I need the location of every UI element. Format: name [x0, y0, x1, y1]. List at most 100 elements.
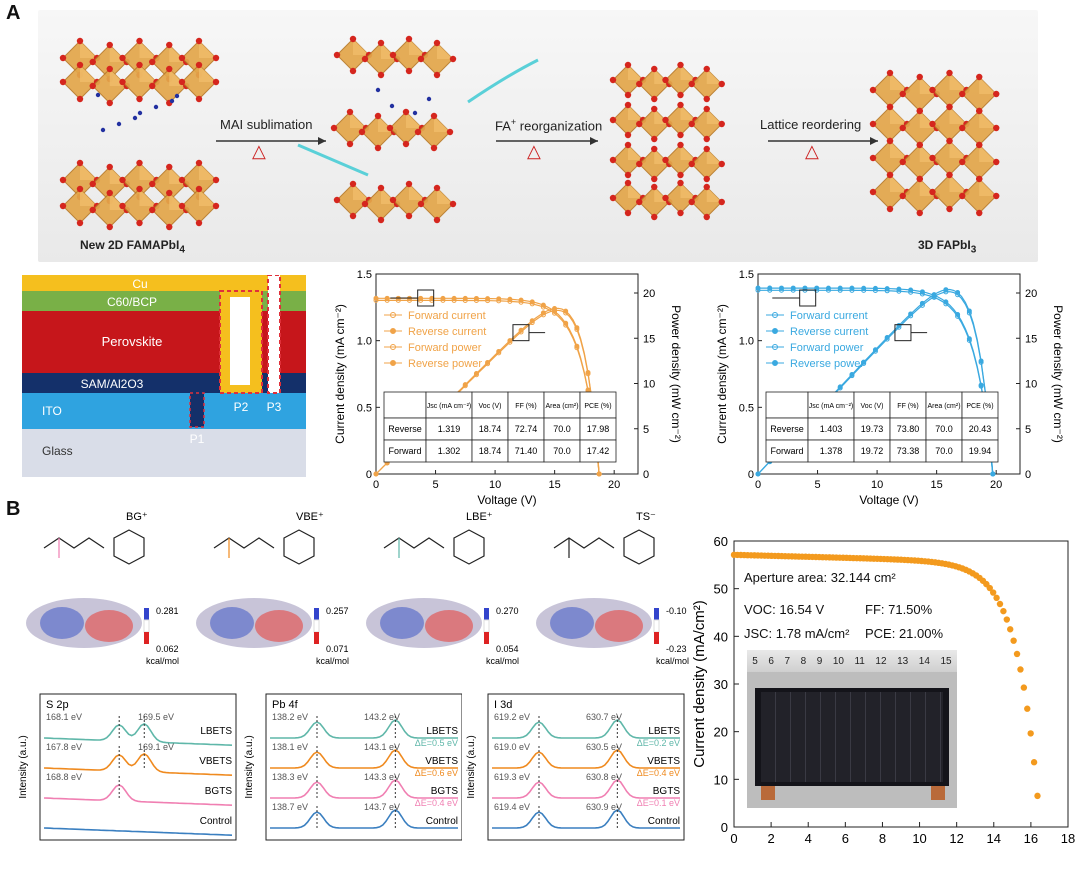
- table-cell-text: Forward: [388, 446, 421, 456]
- table-cell-text: Jsc (mA cm⁻²): [809, 403, 854, 410]
- peak-label: 143.1 eV: [364, 742, 400, 752]
- p3-outline: [267, 275, 281, 394]
- y-tick-label: 0: [721, 820, 728, 835]
- x-tick-label: 15: [549, 479, 561, 491]
- peak-label: 143.7 eV: [364, 802, 400, 812]
- y2-axis-label: Power density (mW cm⁻²): [669, 305, 683, 443]
- y2-tick-label: 0: [1025, 469, 1031, 481]
- octahedron-stage3: [636, 183, 673, 221]
- legend-marker: [772, 360, 778, 366]
- y2-axis-label: Power density (mW cm⁻²): [1051, 305, 1065, 443]
- x-tick-label: 10: [912, 831, 926, 846]
- octahedron-3d: [869, 171, 911, 213]
- octahedron-3d: [959, 175, 1000, 217]
- module-voc: VOC: 16.54 V: [744, 602, 825, 617]
- molecule-structure: [43, 529, 145, 565]
- module-jv-point: [1003, 616, 1011, 623]
- table-cell-text: PCE (%): [584, 403, 611, 410]
- indicator-box-current: [417, 289, 435, 307]
- y2-tick-label: 20: [1025, 288, 1037, 300]
- esp-unit: kcal/mol: [656, 656, 689, 666]
- peak-label: 630.9 eV: [586, 802, 622, 812]
- layer-label-cu: Cu: [132, 277, 147, 291]
- x-tick-label: 12: [949, 831, 963, 846]
- legend-label: Forward current: [790, 310, 868, 322]
- octahedron-stage3: [688, 145, 725, 183]
- octahedron-stage3: [688, 183, 725, 221]
- octahedron-stage3: [688, 105, 725, 143]
- table-cell: [579, 439, 617, 463]
- y-tick-label: 20: [714, 725, 728, 740]
- octahedron-stage2: [361, 184, 401, 224]
- xps-title: S 2p: [46, 699, 69, 711]
- table-cell: [925, 391, 963, 419]
- peak-label: 138.2 eV: [272, 712, 308, 722]
- table-cell-text: Voc (V): [479, 403, 502, 410]
- x-axis-label: Voltage (V): [477, 493, 536, 507]
- heat-icon: △: [805, 141, 819, 161]
- table-cell-text: 72.74: [515, 424, 538, 434]
- module-ff: FF: 71.50%: [865, 602, 933, 617]
- table-cell-text: Area (cm²): [927, 403, 960, 410]
- octahedron-stage3: [609, 61, 647, 99]
- table-cell-text: Jsc (mA cm⁻²): [427, 403, 472, 410]
- esp-min: -0.23: [666, 644, 687, 654]
- octahedron-2d-top: [59, 61, 101, 103]
- step-lattice-reordering: Lattice reordering: [760, 117, 862, 132]
- legend-marker: [390, 344, 396, 350]
- table-cell-text: 19.72: [861, 446, 884, 456]
- octahedron-stage3: [636, 65, 673, 103]
- octahedron-stage2: [389, 35, 429, 75]
- octahedron-stage2: [330, 108, 370, 148]
- layer-label-perovskite: Perovskite: [102, 334, 163, 349]
- table-cell-text: Voc (V): [861, 403, 884, 410]
- module-jv-point: [993, 594, 1000, 602]
- current-curve: [758, 287, 994, 475]
- table-cell: [807, 391, 855, 419]
- table-cell-text: 20.43: [969, 424, 992, 434]
- octahedron-2d-bottom: [149, 189, 190, 231]
- legend-marker: [772, 312, 778, 318]
- indicator-box-power: [512, 324, 530, 342]
- octahedron-stage2: [358, 112, 398, 152]
- table-cell: [383, 391, 427, 419]
- xps-series-curve: [270, 779, 458, 799]
- y-tick-label: 0: [366, 469, 372, 481]
- table-cell-text: 19.73: [861, 424, 884, 434]
- xps-series-name: Control: [648, 816, 680, 827]
- delta-e: ΔE=0.4 eV: [637, 768, 680, 778]
- xps-pb4f-chart: Pb 4f Intensity (a.u.) LBETS 138.2 eV 143.2 …: [244, 693, 462, 841]
- module-pce: PCE: 21.00%: [865, 626, 944, 641]
- esp-colorbar: [313, 608, 320, 644]
- y-axis-label: Intensity (a.u.): [466, 735, 477, 798]
- table-cell-text: Forward: [770, 446, 803, 456]
- octahedron-3d: [869, 103, 911, 145]
- cation-ma: [95, 92, 101, 98]
- y2-tick-label: 15: [1025, 333, 1037, 345]
- esp-min: 0.071: [326, 644, 349, 654]
- legend-marker: [390, 312, 396, 318]
- octahedron-2d-top: [89, 65, 130, 107]
- contact-left: [761, 786, 775, 800]
- octahedron-3d: [959, 73, 1000, 115]
- step-mai-sublimation: MAI sublimation: [220, 117, 313, 132]
- xps-series-curve: [270, 809, 458, 829]
- delta-e: ΔE=0.6 eV: [415, 768, 458, 778]
- molecule-structure: [213, 529, 315, 565]
- cation-ma: [132, 115, 138, 121]
- ruler-mark: 12: [875, 655, 887, 667]
- delta-e: ΔE=0.5 eV: [415, 738, 458, 748]
- legend-label: Forward power: [790, 342, 864, 354]
- xps-series-name: LBETS: [648, 726, 680, 737]
- molecule-structure: [553, 529, 655, 565]
- table-cell: [961, 439, 999, 463]
- p2-outline: [219, 290, 263, 394]
- octahedron-2d-bottom: [89, 189, 130, 231]
- molecule-name: TS⁻: [636, 511, 656, 523]
- esp-surface: [536, 598, 652, 648]
- x-tick-label: 6: [842, 831, 849, 846]
- cation-ma: [375, 87, 381, 93]
- esp-unit: kcal/mol: [316, 656, 349, 666]
- cation-ma: [169, 98, 175, 104]
- module-jv-point: [1000, 607, 1007, 615]
